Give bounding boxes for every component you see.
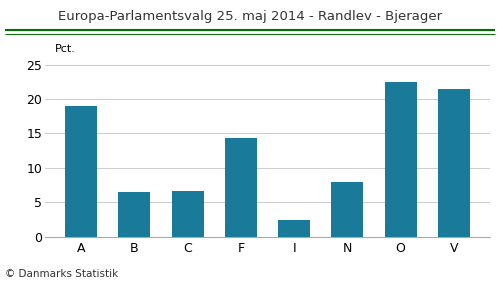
Bar [118, 192, 150, 237]
Bar [384, 82, 416, 237]
Text: © Danmarks Statistik: © Danmarks Statistik [5, 269, 118, 279]
Text: Europa-Parlamentsvalg 25. maj 2014 - Randlev - Bjerager: Europa-Parlamentsvalg 25. maj 2014 - Ran… [58, 10, 442, 23]
Bar [65, 106, 97, 237]
Bar [172, 191, 203, 237]
Bar [278, 220, 310, 237]
Bar [438, 89, 470, 237]
Text: Pct.: Pct. [54, 44, 76, 54]
Bar [332, 182, 364, 237]
Bar [225, 138, 257, 237]
